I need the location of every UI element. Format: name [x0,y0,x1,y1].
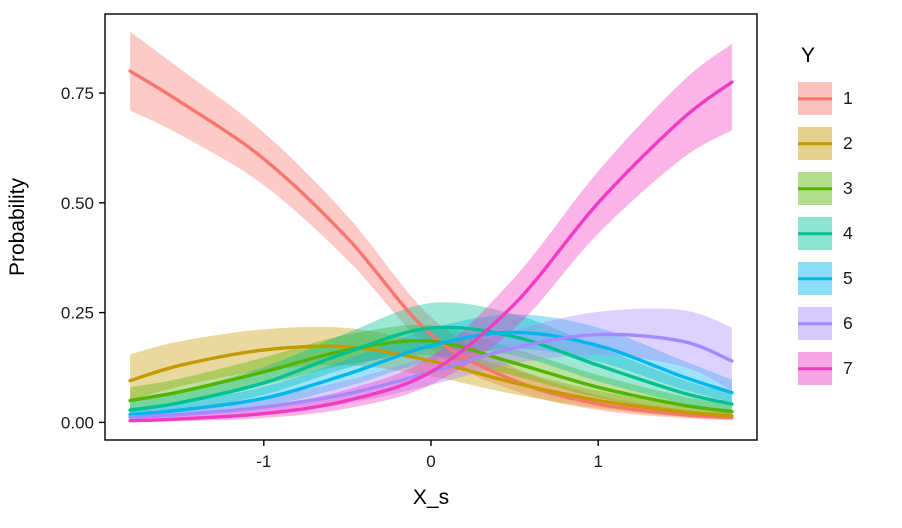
legend-key-line-6 [798,321,832,326]
legend-title: Y [801,44,816,67]
legend-key-swatch-6 [798,307,832,340]
y-tick-label: 0.75 [61,84,94,103]
legend-label-7: 7 [843,358,853,378]
legend-key-swatch-3 [798,172,832,205]
x-axis-title: X_s [413,486,449,509]
legend: Y 1 2 3 4 5 6 7 [798,44,853,397]
x-tick-label: 0 [426,452,435,471]
x-tick-label: -1 [256,452,271,471]
probability-line-2 [128,344,734,418]
y-tick-label: 0.00 [61,413,94,432]
legend-key-line-4 [798,231,832,236]
plot-area [128,31,734,423]
legend-item-4: 4 [798,217,853,250]
legend-label-4: 4 [843,223,853,243]
legend-key-swatch-7 [798,352,832,385]
x-tick-label: 1 [593,452,602,471]
legend-label-5: 5 [843,268,853,288]
confidence-ribbon-3 [130,324,732,417]
legend-key-swatch-1 [798,82,832,115]
legend-item-6: 6 [798,307,853,340]
legend-item-3: 3 [798,172,853,205]
legend-key-swatch-4 [798,217,832,250]
probability-line-4 [128,325,734,412]
legend-label-2: 2 [843,133,853,153]
legend-label-6: 6 [843,313,853,333]
plot-generated-layers: -1 0 1 0.00 0.25 0.50 0.75 [61,13,758,471]
legend-key-line-7 [798,366,832,371]
y-axis-title: Probability [6,177,29,276]
legend-key-line-5 [798,276,832,281]
probability-line-3 [128,339,734,414]
legend-key-swatch-2 [798,127,832,160]
legend-item-1: 1 [798,82,853,115]
legend-key-line-1 [798,96,832,101]
legend-label-1: 1 [843,88,853,108]
y-tick-label: 0.25 [61,304,94,323]
legend-key-line-2 [798,141,832,146]
legend-key-line-3 [798,186,832,191]
legend-item-2: 2 [798,127,853,160]
legend-items: 1 2 3 4 5 6 7 [798,82,853,385]
y-tick-label: 0.50 [61,194,94,213]
confidence-ribbon-4 [130,302,732,416]
legend-item-7: 7 [798,352,853,385]
probability-line-5 [128,330,734,417]
legend-label-3: 3 [843,178,853,198]
legend-item-5: 5 [798,262,853,295]
probability-line-7 [128,80,734,423]
legend-key-swatch-5 [798,262,832,295]
